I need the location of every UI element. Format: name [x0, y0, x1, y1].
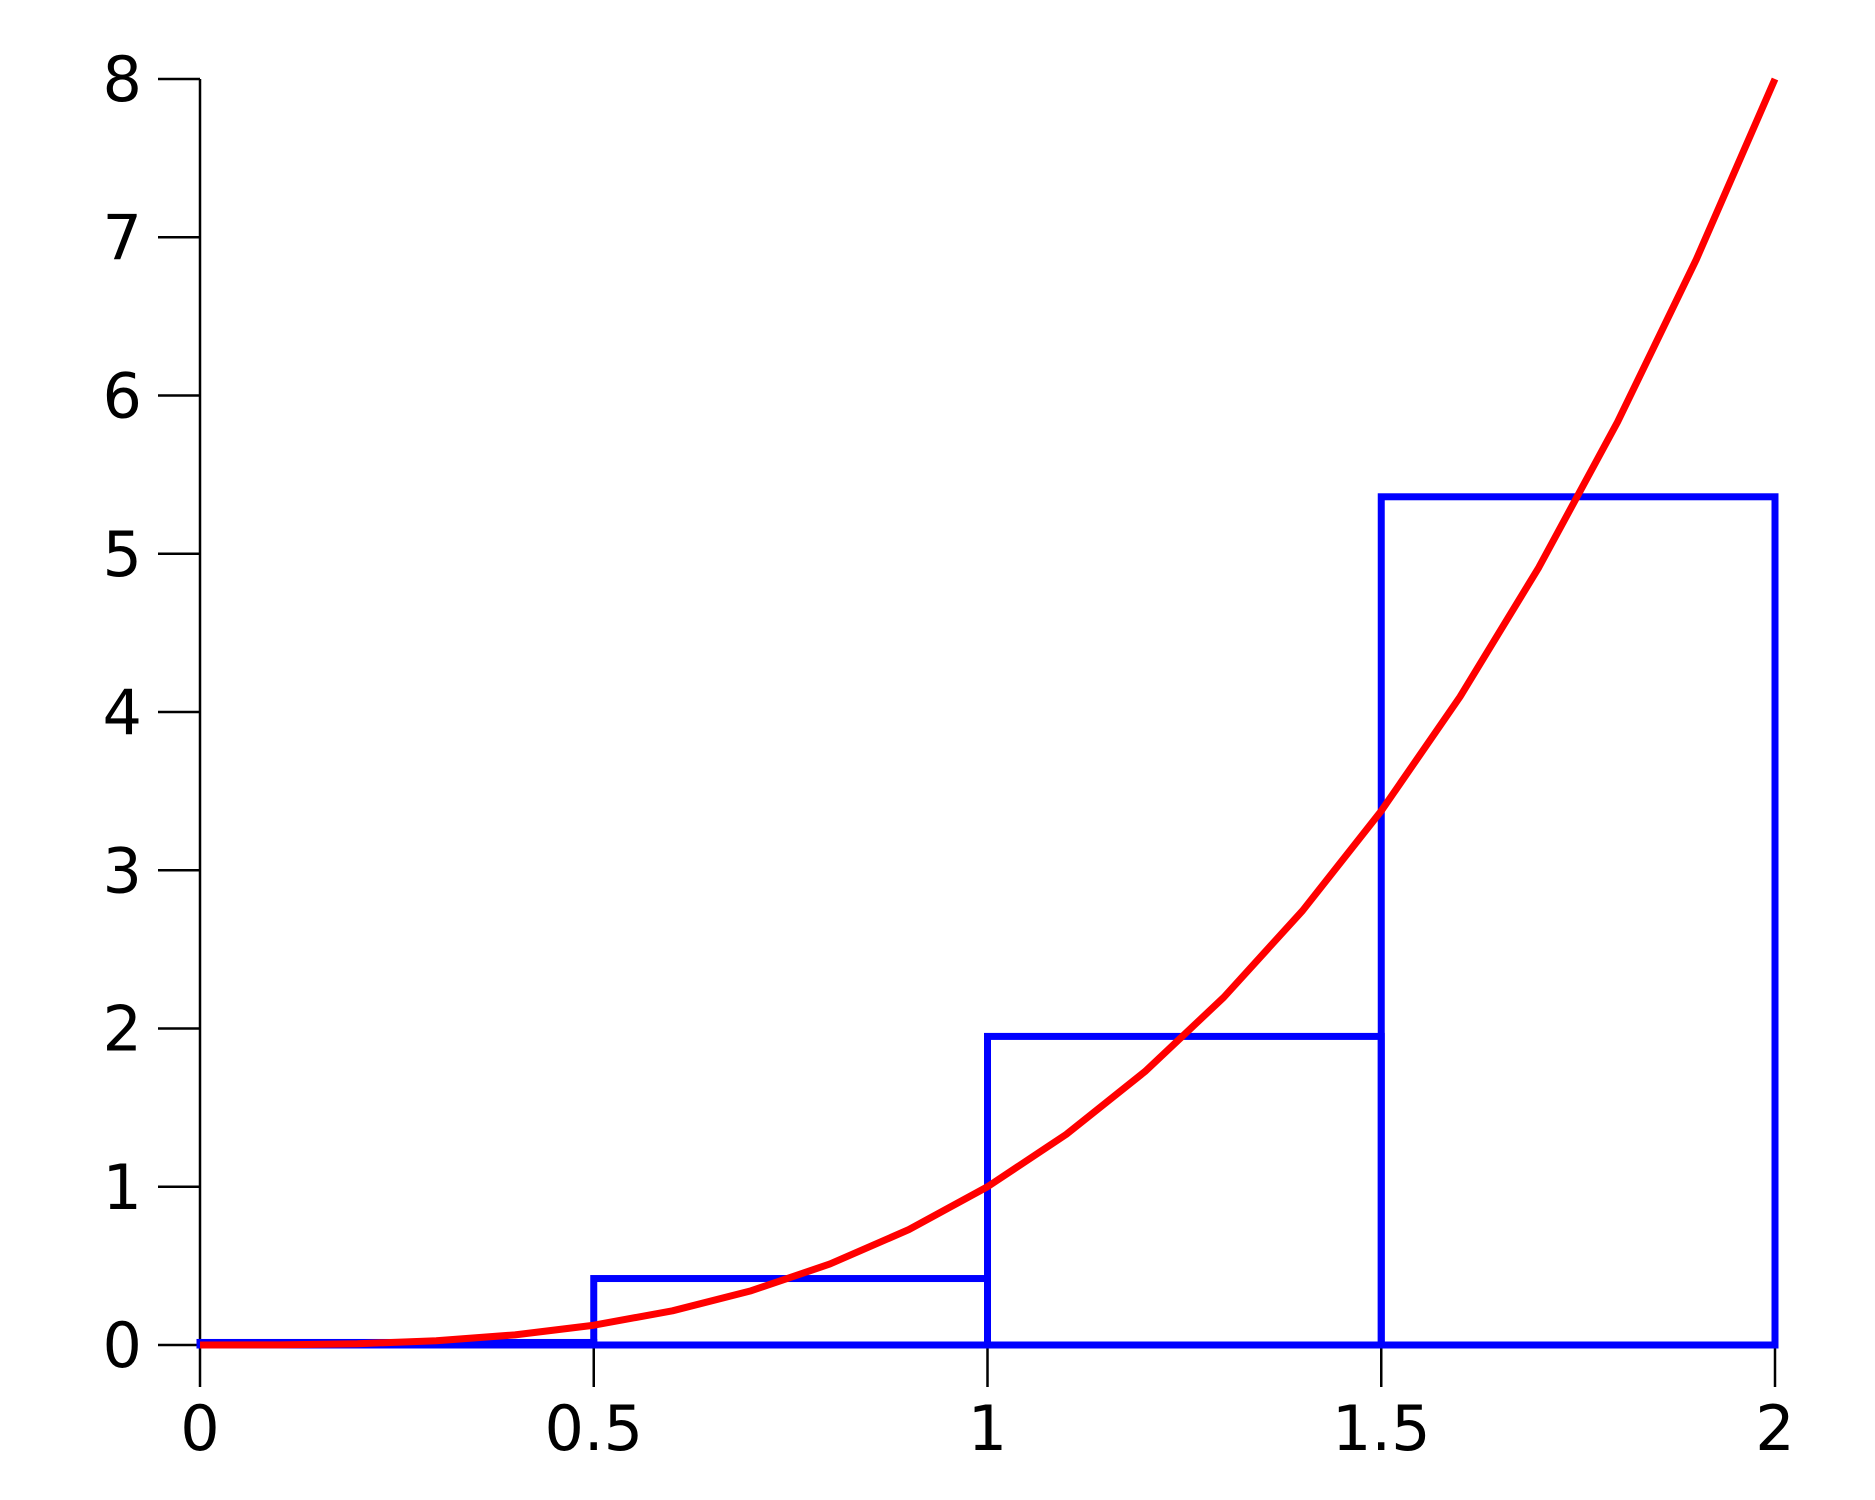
- y-tick-label: 3: [103, 834, 142, 907]
- y-tick-label: 8: [103, 43, 142, 116]
- x-tick-label: 1.5: [1332, 1392, 1431, 1465]
- y-tick-label: 4: [103, 676, 142, 749]
- x-tick-label: 2: [1755, 1392, 1794, 1465]
- y-tick-label: 1: [103, 1151, 142, 1224]
- y-tick-label: 0: [103, 1309, 142, 1382]
- x-tick-label: 0: [180, 1392, 219, 1465]
- y-tick-label: 7: [103, 201, 142, 274]
- y-tick-label: 6: [103, 360, 142, 433]
- x-tick-label: 0.5: [544, 1392, 643, 1465]
- bar: [1377, 493, 1779, 1349]
- bar: [984, 1032, 1385, 1349]
- curve: [199, 77, 1779, 1349]
- y-tick-label: 2: [103, 993, 142, 1066]
- x-tick-label: 1: [968, 1392, 1007, 1465]
- y-tick-label: 5: [103, 518, 142, 591]
